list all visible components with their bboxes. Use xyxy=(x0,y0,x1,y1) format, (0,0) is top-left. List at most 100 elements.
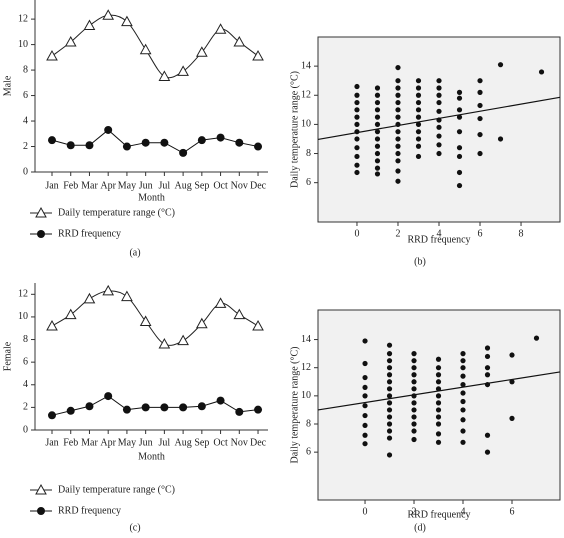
y-tick-label: 4 xyxy=(23,115,28,126)
point xyxy=(386,428,393,434)
point xyxy=(374,158,381,164)
panel-caption: (d) xyxy=(414,522,426,533)
point xyxy=(374,165,381,171)
x-tick-label: Nov xyxy=(231,437,248,448)
point xyxy=(386,379,393,385)
point xyxy=(484,372,491,378)
x-tick-label: 6 xyxy=(509,506,514,517)
point xyxy=(354,92,360,98)
triangle-marker xyxy=(121,290,133,302)
x-tick-label: 6 xyxy=(478,228,483,239)
point xyxy=(362,360,368,367)
point xyxy=(374,136,381,142)
point xyxy=(415,92,422,98)
point xyxy=(460,398,466,405)
y-axis-title: Daily temperature range (°C) xyxy=(289,346,300,463)
y-axis-title: Male xyxy=(2,75,13,96)
point xyxy=(386,393,393,399)
y-tick-label: 10 xyxy=(18,39,28,50)
x-tick-label: Aug xyxy=(174,437,191,448)
point xyxy=(374,143,381,149)
point xyxy=(456,129,463,135)
x-axis-title: Month xyxy=(138,451,165,462)
point xyxy=(435,356,442,362)
point xyxy=(415,99,422,106)
triangle-marker xyxy=(252,50,264,61)
point xyxy=(411,436,417,443)
point xyxy=(354,169,360,176)
legend-marker xyxy=(37,230,45,238)
x-tick-label: Oct xyxy=(213,437,228,448)
circle-marker xyxy=(216,133,225,142)
point xyxy=(395,158,401,164)
point xyxy=(435,386,442,392)
point xyxy=(411,379,417,385)
point xyxy=(460,417,466,423)
point xyxy=(497,136,504,142)
point xyxy=(484,353,491,360)
point xyxy=(354,136,360,142)
point xyxy=(460,428,466,434)
point xyxy=(362,384,368,391)
point xyxy=(538,69,545,75)
point xyxy=(460,373,466,379)
point xyxy=(477,102,483,109)
point xyxy=(460,351,466,357)
point xyxy=(386,421,393,427)
point xyxy=(386,351,393,357)
fit-line xyxy=(317,371,561,411)
x-tick-label: Oct xyxy=(213,180,228,191)
x-tick-label: 2 xyxy=(412,506,417,517)
point xyxy=(374,99,381,106)
point xyxy=(435,393,442,399)
y-tick-label: 8 xyxy=(306,148,311,159)
point xyxy=(374,92,381,98)
point xyxy=(386,372,393,378)
triangle-marker xyxy=(177,65,189,76)
point xyxy=(436,108,442,114)
x-axis-title: RRD frequency xyxy=(407,509,470,520)
circle-marker xyxy=(122,142,131,151)
panel-caption: (a) xyxy=(129,247,140,258)
circle-marker xyxy=(254,142,263,151)
fit-line xyxy=(317,96,561,140)
triangle-marker xyxy=(46,50,58,61)
triangle-marker xyxy=(64,308,77,320)
point xyxy=(477,89,483,95)
circle-marker xyxy=(48,411,56,420)
point xyxy=(386,414,393,420)
point xyxy=(435,431,442,437)
x-tick-label: Sep xyxy=(194,437,209,448)
point xyxy=(354,145,360,151)
point xyxy=(460,390,466,396)
point xyxy=(411,400,417,406)
x-tick-label: Mar xyxy=(81,180,98,191)
point xyxy=(374,150,381,157)
point xyxy=(362,432,368,438)
point xyxy=(395,78,401,84)
x-tick-label: Sep xyxy=(194,180,209,191)
x-tick-label: May xyxy=(118,437,136,448)
point xyxy=(374,129,381,135)
point xyxy=(509,379,515,385)
y-tick-label: 2 xyxy=(23,141,28,152)
x-tick-label: Jul xyxy=(159,180,171,191)
triangle-marker xyxy=(139,43,152,55)
point xyxy=(395,114,401,120)
y-tick-label: 8 xyxy=(23,334,28,345)
point xyxy=(395,129,401,135)
x-tick-label: May xyxy=(118,180,136,191)
point xyxy=(354,121,360,128)
x-tick-label: Dec xyxy=(250,437,267,448)
triangle-marker xyxy=(64,36,77,47)
circle-marker xyxy=(254,405,263,414)
x-tick-label: 0 xyxy=(363,506,368,517)
x-tick-label: Jun xyxy=(139,180,153,191)
point xyxy=(436,99,442,106)
point xyxy=(435,407,442,413)
point xyxy=(484,432,491,438)
point xyxy=(354,114,360,120)
y-tick-label: 10 xyxy=(301,119,311,130)
legend-label: RRD frequency xyxy=(58,505,121,516)
y-tick-label: 12 xyxy=(301,90,311,101)
